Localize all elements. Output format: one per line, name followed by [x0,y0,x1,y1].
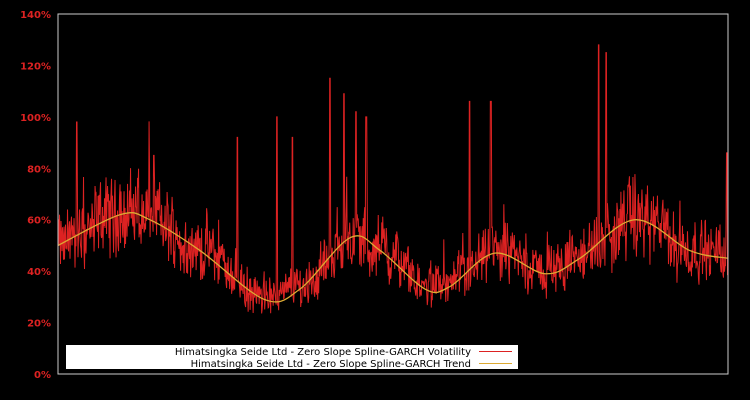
y-tick-label: 20% [27,319,51,330]
y-axis-ticks: 0% 20% 40% 60% 80% 100% 120% 140% [20,10,51,381]
legend-label-trend: Himatsingka Seide Ltd - Zero Slope Splin… [191,359,471,370]
y-tick-label: 40% [27,267,51,278]
plot-area [57,44,729,314]
y-tick-label: 120% [20,61,51,72]
legend: Himatsingka Seide Ltd - Zero Slope Splin… [66,345,518,370]
plot-frame [57,13,729,375]
volatility-series-line [57,44,729,314]
legend-box [66,345,518,369]
y-tick-label: 60% [27,216,51,227]
y-tick-label: 0% [34,370,51,381]
trend-series-line [57,212,729,303]
legend-label-volatility: Himatsingka Seide Ltd - Zero Slope Splin… [175,347,471,358]
y-tick-label: 140% [20,10,51,21]
y-tick-label: 80% [27,164,51,175]
y-tick-label: 100% [20,113,51,124]
